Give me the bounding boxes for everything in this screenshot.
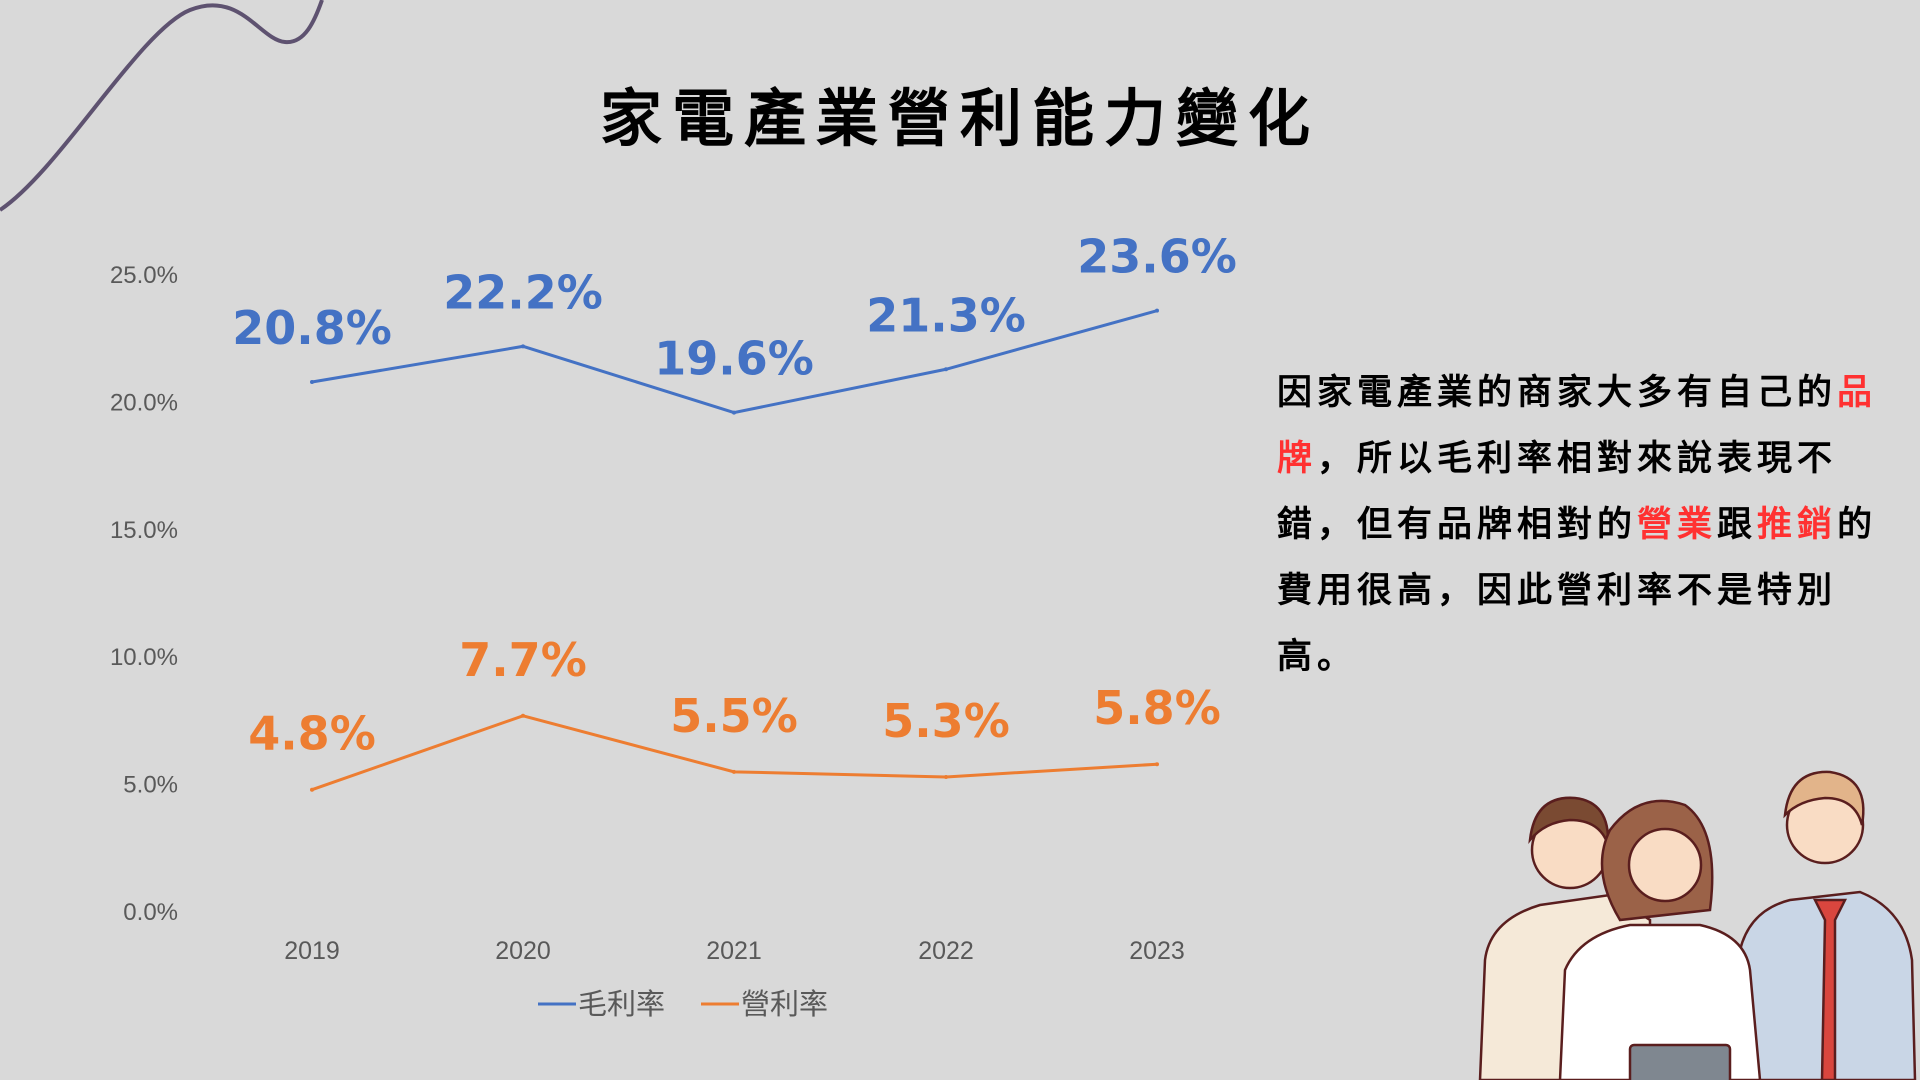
data-label: 5.5%	[670, 689, 798, 743]
description-segment: 跟	[1717, 505, 1758, 545]
people-illustration	[1478, 770, 1917, 1080]
data-point	[944, 367, 948, 372]
page-title: 家電產業營利能力變化	[599, 82, 1320, 155]
x-tick-label: 2023	[1129, 937, 1185, 965]
data-point	[310, 787, 314, 792]
data-label: 20.8%	[232, 301, 392, 355]
x-tick-label: 2019	[284, 937, 340, 965]
y-tick-label: 5.0%	[123, 772, 178, 799]
data-point	[1155, 308, 1159, 313]
decorative-curve	[0, 0, 324, 212]
y-tick-label: 0.0%	[123, 899, 178, 926]
data-point	[944, 774, 948, 779]
data-label: 5.8%	[1093, 681, 1221, 735]
legend-label: 營利率	[741, 987, 828, 1021]
x-tick-label: 2022	[918, 937, 974, 965]
data-label: 22.2%	[443, 265, 603, 319]
description-segment: ，所以毛利率相對來說表現不錯，但有品牌相對的	[1277, 439, 1838, 545]
line-chart: 0.0% 5.0% 10.0% 15.0% 20.0% 25.0% 2019 2020 2021…	[110, 230, 1237, 1021]
description-text: 因家電產業的商家大多有自己的品牌，所以毛利率相對來說表現不錯，但有品牌相對的營業…	[1277, 360, 1897, 690]
y-tick-label: 15.0%	[110, 517, 178, 544]
highlight-text: 品牌	[1277, 373, 1878, 479]
data-point	[732, 410, 736, 415]
highlight-text: 推銷	[1757, 505, 1838, 545]
x-tick-label: 2021	[706, 937, 762, 965]
data-point	[310, 380, 314, 385]
y-tick-label: 20.0%	[110, 389, 178, 416]
data-label: 5.3%	[882, 694, 1010, 748]
highlight-text: 營業	[1637, 505, 1718, 545]
data-point	[521, 713, 525, 718]
y-tick-label: 25.0%	[110, 262, 178, 289]
data-label: 21.3%	[866, 288, 1026, 342]
x-tick-label: 2020	[495, 937, 551, 965]
legend-label: 毛利率	[578, 987, 665, 1021]
y-tick-label: 10.0%	[110, 644, 178, 671]
data-point	[1155, 762, 1159, 767]
description-segment: 的費用很高，因此營利率不是特別高。	[1277, 505, 1878, 677]
data-point	[521, 344, 525, 349]
data-label: 19.6%	[654, 332, 814, 386]
data-label: 4.8%	[248, 707, 376, 761]
data-label: 7.7%	[459, 633, 587, 687]
data-point	[732, 769, 736, 774]
data-label: 23.6%	[1077, 230, 1237, 284]
description-segment: 因家電產業的商家大多有自己的	[1277, 373, 1838, 413]
